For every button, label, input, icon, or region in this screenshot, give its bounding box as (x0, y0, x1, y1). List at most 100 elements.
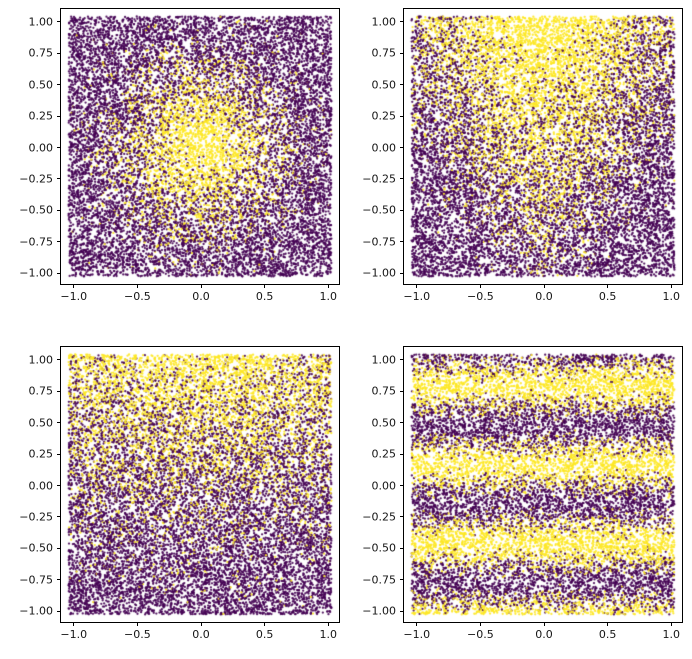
y-tick-mark (57, 453, 61, 455)
y-tick-mark (57, 147, 61, 148)
y-tick-mark (57, 272, 61, 274)
subplot-top-left: 1.00 0.75 0.50 0.25 0.00 −0.25 −0.50 −0.75 −1.00… (19, 8, 340, 302)
x-tick-label: −0.5 (467, 290, 494, 303)
x-tick-label: −1.0 (60, 290, 88, 303)
x-tick-label: −0.5 (467, 628, 494, 641)
x-tick-label: −1.0 (403, 628, 431, 641)
y-tick-label: −0.25 (362, 172, 396, 186)
x-tick-mark (607, 622, 609, 626)
y-tick-mark (400, 359, 404, 361)
y-tick-mark (400, 21, 404, 23)
y-tick-mark (400, 52, 404, 54)
y-tick-mark (57, 178, 61, 180)
y-tick-mark (400, 453, 404, 455)
y-tick-mark (57, 84, 61, 86)
y-tick-label: −0.75 (362, 573, 396, 587)
x-tick-mark (136, 622, 138, 626)
x-tick-mark (200, 622, 202, 626)
y-tick-label: 0.25 (371, 109, 397, 123)
y-tick-mark (400, 547, 404, 549)
y-tick-label: 0.50 (371, 78, 397, 92)
y-tick-label: 1.00 (371, 353, 397, 367)
x-tick-mark (264, 284, 266, 288)
y-tick-mark (400, 610, 404, 612)
x-tick-mark (543, 622, 545, 626)
y-tick-label: 0.00 (28, 141, 54, 154)
y-tick-mark (57, 516, 61, 518)
y-tick-label: 0.75 (371, 384, 397, 398)
y-tick-mark (400, 147, 404, 148)
y-tick-mark (57, 579, 61, 581)
y-tick-label: −0.75 (362, 235, 396, 249)
y-tick-mark (400, 84, 404, 86)
subplot-top-right: 1.00 0.75 0.50 0.25 0.00 −0.25 −0.50 −0.75 −1.00… (362, 8, 683, 302)
x-tick-mark (200, 284, 202, 288)
y-tick-label: 0.25 (28, 109, 54, 123)
x-tick-label: −0.5 (124, 628, 151, 641)
y-tick-label: −0.50 (19, 541, 53, 555)
y-tick-label: −0.75 (19, 235, 53, 249)
x-tick-label: 0.0 (192, 290, 210, 303)
y-tick-mark (57, 21, 61, 23)
y-tick-label: −0.50 (362, 541, 396, 555)
y-tick-mark (57, 390, 61, 392)
y-tick-label: 1.00 (371, 15, 397, 29)
x-tick-mark (327, 622, 329, 626)
y-tick-mark (400, 178, 404, 180)
y-tick-mark (57, 241, 61, 243)
y-tick-label: 0.25 (28, 447, 54, 461)
y-tick-mark (57, 547, 61, 549)
y-tick-label: 0.75 (28, 46, 54, 60)
y-tick-mark (400, 272, 404, 274)
y-tick-mark (400, 115, 404, 117)
x-tick-mark (416, 284, 418, 288)
y-tick-label: 0.00 (28, 479, 54, 492)
scatter-canvas-top-right (404, 9, 682, 284)
subplot-bottom-right: 1.00 0.75 0.50 0.25 0.00 −0.25 −0.50 −0.75 −1.00… (362, 346, 683, 640)
y-tick-label: 0.75 (28, 384, 54, 398)
y-tick-label: 1.00 (28, 15, 54, 29)
y-tick-label: −1.00 (19, 266, 53, 280)
y-tick-mark (57, 422, 61, 424)
y-tick-label: 0.50 (28, 416, 54, 430)
y-tick-mark (400, 579, 404, 581)
scatter-canvas-bottom-left (61, 347, 339, 622)
x-tick-label: 0.5 (598, 628, 617, 641)
y-tick-mark (57, 52, 61, 54)
x-tick-label: 1.0 (319, 290, 338, 303)
x-tick-mark (607, 284, 609, 288)
y-tick-mark (400, 390, 404, 392)
x-tick-mark (136, 284, 138, 288)
x-tick-label: 0.5 (255, 290, 274, 303)
scatter-canvas-bottom-right (404, 347, 682, 622)
y-tick-mark (57, 485, 61, 486)
x-tick-label: 1.0 (319, 628, 338, 641)
x-tick-label: 0.0 (535, 290, 553, 303)
x-tick-label: 1.0 (662, 628, 681, 641)
x-tick-mark (479, 622, 481, 626)
x-tick-mark (416, 622, 418, 626)
y-tick-label: −0.25 (19, 510, 53, 524)
x-tick-mark (73, 622, 75, 626)
y-tick-label: 0.25 (371, 447, 397, 461)
y-tick-mark (400, 209, 404, 211)
x-tick-mark (479, 284, 481, 288)
y-tick-mark (400, 485, 404, 486)
y-tick-label: −0.25 (19, 172, 53, 186)
x-tick-label: 0.0 (535, 628, 553, 641)
y-tick-mark (400, 422, 404, 424)
y-tick-mark (400, 516, 404, 518)
y-tick-mark (57, 115, 61, 117)
y-tick-label: 1.00 (28, 353, 54, 367)
x-tick-mark (543, 284, 545, 288)
y-tick-mark (400, 241, 404, 243)
x-tick-mark (327, 284, 329, 288)
x-tick-label: −0.5 (124, 290, 151, 303)
x-tick-label: 0.0 (192, 628, 210, 641)
subplot-bottom-left: 1.00 0.75 0.50 0.25 0.00 −0.25 −0.50 −0.75 −1.00… (19, 346, 340, 640)
x-tick-label: 1.0 (662, 290, 681, 303)
y-tick-label: 0.50 (28, 78, 54, 92)
y-tick-label: −1.00 (362, 266, 396, 280)
y-tick-label: 0.00 (371, 141, 397, 154)
